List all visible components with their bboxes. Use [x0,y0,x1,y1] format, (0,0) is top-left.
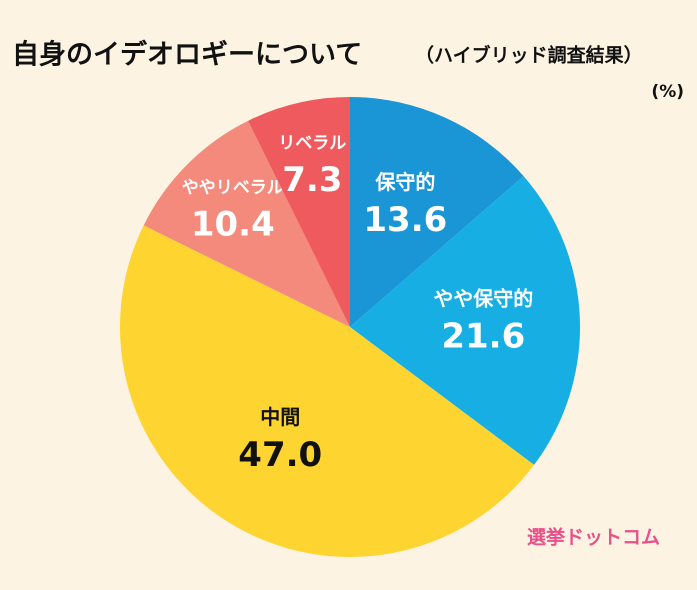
pie-slice [120,225,535,557]
slice-category-label: ややリベラル [182,178,284,198]
slice-value-label: 47.0 [238,435,322,475]
pie-slice [350,97,524,327]
pie-slice [248,97,350,327]
slice-category-label: 保守的 [374,170,435,194]
slice-value-label: 7.3 [282,160,342,200]
source-logo: 選挙ドットコム [527,526,660,549]
pie-slice [143,120,350,327]
chart-subtitle: （ハイブリッド調査結果） [415,44,643,67]
slice-value-label: 10.4 [191,204,275,244]
slice-category-label: リベラル [278,134,346,154]
pie-slice [350,176,580,465]
slice-category-label: 中間 [260,405,300,429]
unit-label: (%) [651,82,684,102]
slice-value-label: 21.6 [441,317,525,357]
slice-category-label: やや保守的 [433,287,533,311]
chart-title: 自身のイデオロギーについて [12,39,362,71]
slice-value-label: 13.6 [363,200,447,240]
